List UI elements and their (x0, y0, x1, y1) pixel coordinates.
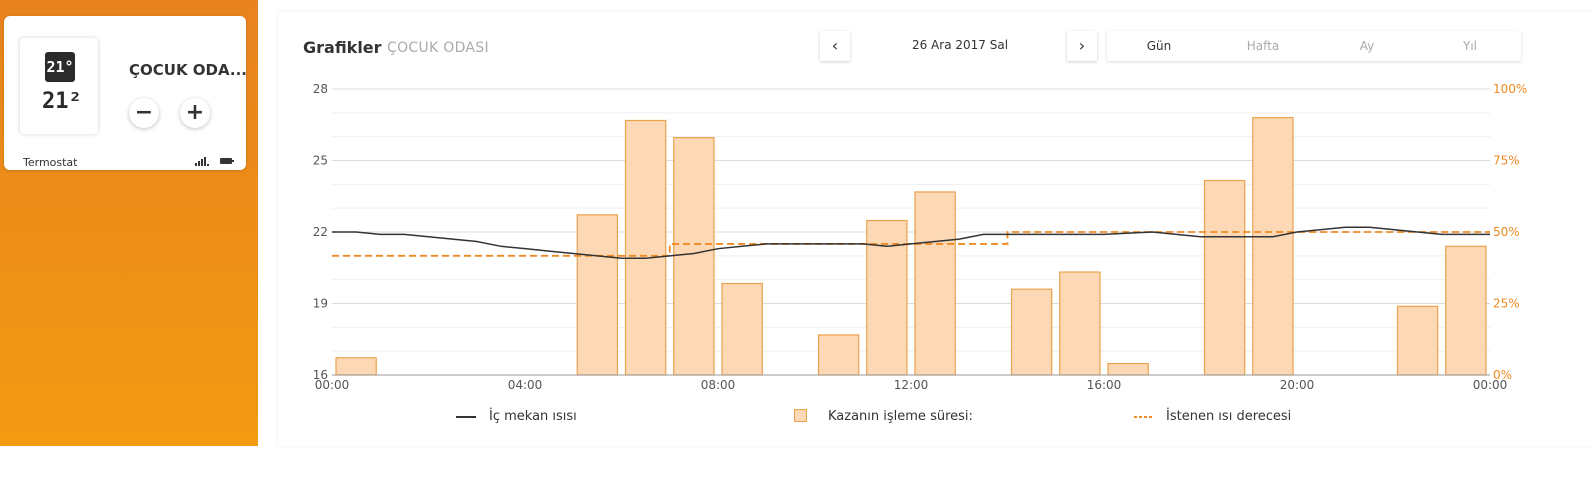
boiler-bar (1396, 305, 1439, 376)
device-display-top: 21° (45, 52, 75, 82)
device-display-bottom: 21² (42, 89, 82, 114)
x-tick-label: 16:00 (1087, 378, 1122, 392)
y-right-tick-label: 0% (1493, 368, 1512, 382)
y-left-tick-label: 16 (313, 368, 328, 382)
x-tick-label: 08:00 (701, 378, 736, 392)
legend-setpoint: İstenen ısı derecesi (1166, 409, 1292, 424)
page-title: Grafikler (303, 38, 382, 57)
y-left-tick-label: 22 (313, 225, 328, 239)
heating-chart: 16 19 22 25 28 0% 25% 50% 75% 100% 00:00 04:00 08:00… (313, 82, 1528, 392)
boiler-bar (914, 191, 956, 376)
boiler-bar (1059, 271, 1101, 376)
next-day-button[interactable]: › (1067, 31, 1097, 61)
legend-boiler-time: Kazanın işleme süresi: (828, 409, 973, 424)
legend-bar-icon (794, 409, 807, 422)
device-type-label: Termostat (23, 156, 78, 169)
boiler-bar (1203, 179, 1246, 376)
y-left-tick-label: 25 (313, 154, 328, 168)
x-tick-label: 12:00 (894, 378, 929, 392)
x-tick-label: 04:00 (508, 378, 543, 392)
y-left-tick-label: 28 (313, 82, 328, 96)
y-right-tick-label: 75% (1493, 154, 1520, 168)
legend-indoor-temp: İç mekan ısısı (489, 409, 577, 424)
device-card[interactable]: 21° 21² ÇOCUK ODA... − + Termostat (4, 16, 247, 170)
tab-month[interactable]: Ay (1359, 39, 1375, 53)
legend-dash-icon (1134, 416, 1154, 418)
prev-day-button[interactable]: ‹ (820, 31, 850, 61)
boiler-bar (1445, 245, 1487, 376)
boiler-bar (673, 137, 715, 376)
sidebar: 21° 21² ÇOCUK ODA... − + Termostat (0, 0, 258, 446)
tab-week[interactable]: Hafta (1246, 39, 1280, 53)
indoor-temp-line (332, 226, 1490, 259)
boiler-bar (1010, 288, 1053, 376)
boiler-bar (1252, 116, 1294, 376)
thermostat-icon: 21° 21² (20, 38, 98, 134)
current-date: 26 Ara 2017 Sal (911, 38, 1009, 52)
device-name: ÇOCUK ODA... (129, 61, 247, 79)
battery-icon (220, 158, 234, 164)
y-right-tick-label: 25% (1493, 297, 1520, 311)
boiler-bar (721, 282, 763, 376)
period-tabs: Gün Hafta Ay Yıl (1107, 31, 1521, 61)
y-right-tick-label: 50% (1493, 225, 1520, 239)
x-tick-label: 20:00 (1280, 378, 1315, 392)
decrease-button[interactable]: − (129, 98, 159, 128)
tab-day[interactable]: Gün (1146, 39, 1172, 53)
x-tick-label: 00:00 (1473, 378, 1508, 392)
legend-line-icon (456, 416, 476, 418)
boiler-bar (576, 214, 619, 376)
tab-year[interactable]: Yıl (1463, 39, 1477, 53)
boiler-bar (335, 357, 377, 376)
boiler-bar (1107, 362, 1149, 376)
y-left-tick-label: 19 (313, 297, 328, 311)
x-tick-label: 00:00 (315, 378, 350, 392)
room-name: ÇOCUK ODASI (387, 40, 489, 56)
boiler-bar (817, 334, 860, 376)
increase-button[interactable]: + (180, 98, 210, 128)
y-right-tick-label: 100% (1493, 82, 1527, 96)
signal-icon (195, 157, 209, 166)
boiler-bar (624, 119, 667, 376)
